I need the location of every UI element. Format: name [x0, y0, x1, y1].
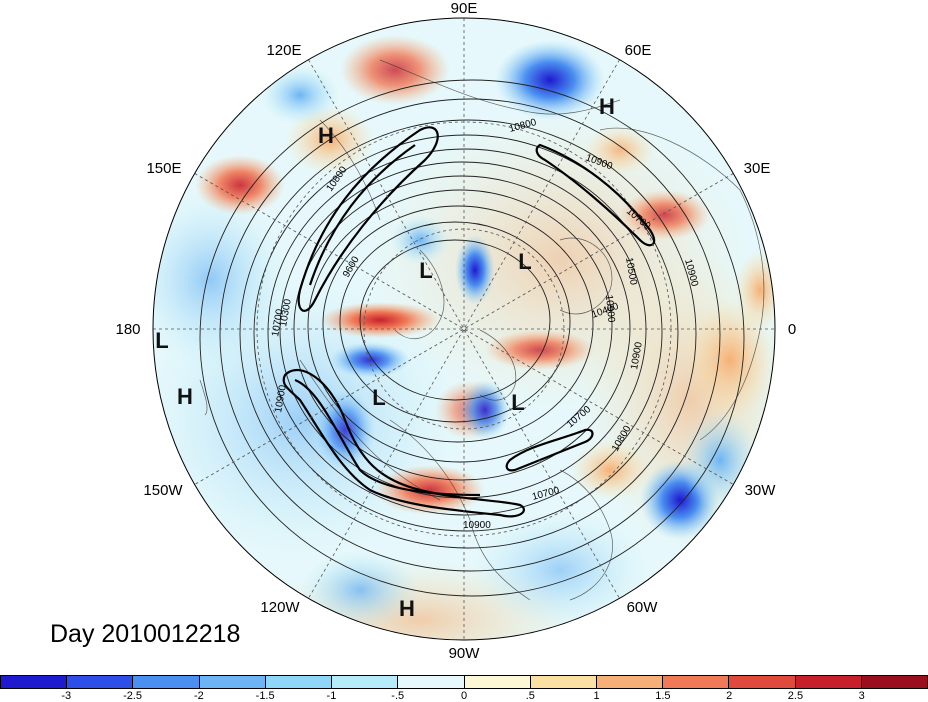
lon-label: 60E: [625, 42, 652, 59]
contour-label: 10900: [603, 294, 616, 323]
colorbar-tick-label: -1.5: [255, 690, 275, 702]
colorbar-box: [861, 676, 928, 688]
colorbar-boxes: [0, 675, 928, 689]
jet-contours: [282, 126, 656, 518]
colorbar-tick-label: -.5: [391, 690, 405, 702]
lon-label: 150E: [146, 160, 181, 177]
colorbar-tick-label: 2: [726, 690, 733, 702]
lon-label: 30W: [745, 482, 777, 499]
colorbar-tick-label: 2.5: [787, 690, 804, 702]
lon-label: 90W: [449, 645, 481, 662]
coastlines: [199, 59, 765, 601]
low-marker: L: [155, 328, 168, 353]
graticule: [153, 18, 775, 640]
colorbar-tick-label: 3: [858, 690, 865, 702]
high-marker: H: [177, 384, 193, 409]
lon-label: 120W: [260, 599, 300, 616]
colorbar-box: [398, 676, 465, 688]
high-marker: H: [399, 596, 415, 621]
colorbar: -3 -2.5 -2 -1.5 -1 -.5 0 .5 1 1.5 2 2.5 …: [0, 675, 928, 702]
colorbar-box: [265, 676, 333, 688]
lon-label: 90E: [451, 0, 478, 17]
shaded-field: [153, 18, 775, 640]
colorbar-tick-label: -3: [61, 690, 72, 702]
colorbar-box: [332, 676, 399, 688]
map-border: [152, 17, 776, 641]
pressure-markers: H H L L L L L H H: [155, 94, 615, 621]
low-marker: L: [511, 390, 524, 415]
colorbar-tick-label: 1.5: [655, 690, 671, 702]
contour-label: 10700: [270, 308, 286, 338]
lon-label: 180: [115, 321, 140, 338]
contour-label: 10900: [273, 384, 289, 414]
colorbar-tick-label: -2: [193, 690, 204, 702]
high-marker: H: [599, 94, 615, 119]
low-marker: L: [419, 258, 432, 283]
low-marker: L: [372, 385, 385, 410]
colorbar-box: [67, 676, 134, 688]
lon-label: 30E: [744, 160, 771, 177]
colorbar-box: [464, 676, 531, 688]
colorbar-labels: -3 -2.5 -2 -1.5 -1 -.5 0 .5 1 1.5 2 2.5 …: [0, 689, 928, 702]
contour-label: 10300: [278, 298, 294, 328]
lon-label: 120E: [266, 42, 301, 59]
contour-label: 10900: [463, 520, 491, 531]
lon-label: 0: [788, 321, 796, 338]
colorbar-tick-label: 0: [460, 690, 468, 702]
lon-label: 150W: [143, 482, 183, 499]
polar-map: 90E 60E 30E 0 30W 60W 90W 120W 150W 180 …: [115, 0, 796, 662]
lon-label: 60W: [627, 599, 659, 616]
day-label: Day 2010012218: [50, 620, 241, 648]
colorbar-tick-label: -1: [326, 690, 337, 702]
colorbar-box: [1, 676, 68, 688]
colorbar-box: [663, 676, 730, 688]
colorbar-box: [596, 676, 664, 688]
colorbar-box: [530, 676, 597, 688]
colorbar-tick-label: .5: [525, 690, 535, 702]
colorbar-box: [729, 676, 796, 688]
low-marker: L: [518, 249, 531, 274]
colorbar-tick-label: -2.5: [123, 690, 143, 702]
contour-label: 10500: [623, 257, 639, 287]
longitude-labels: 90E 60E 30E 0 30W 60W 90W 120W 150W 180 …: [115, 0, 796, 662]
colorbar-box: [795, 676, 862, 688]
high-marker: H: [318, 123, 334, 148]
contour-label: 10900: [629, 341, 645, 371]
colorbar-box: [133, 676, 200, 688]
colorbar-box: [199, 676, 266, 688]
colorbar-tick-label: 1: [593, 690, 600, 702]
